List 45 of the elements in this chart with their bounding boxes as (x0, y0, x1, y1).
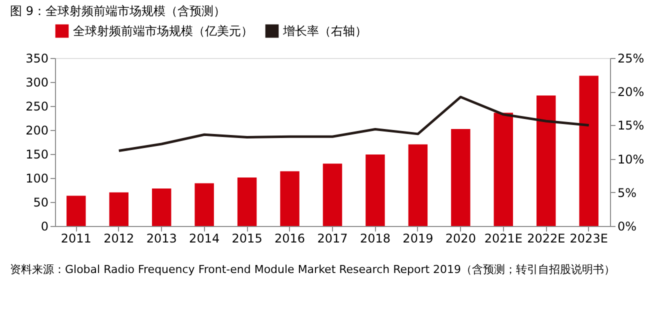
legend-label: 全球射频前端市场规模（亿美元） (73, 24, 253, 38)
x-tick-label: 2012 (104, 232, 134, 246)
x-tick-label: 2020 (445, 232, 476, 246)
bar (579, 76, 598, 226)
bar (109, 192, 128, 226)
legend-label: 增长率（右轴） (282, 24, 367, 38)
x-tick-label: 2021E (484, 232, 522, 246)
x-tick-label: 2013 (146, 232, 177, 246)
y2-tick-label: 25% (618, 52, 644, 66)
bar (237, 178, 257, 226)
x-tick-label: 2018 (360, 232, 390, 246)
y2-tick-label: 20% (618, 85, 644, 100)
x-tick-label: 2023E (570, 232, 608, 246)
y2-tick-label: 0% (618, 220, 637, 234)
bar (536, 95, 556, 226)
x-tick-label: 2014 (189, 232, 220, 246)
y-tick-label: 150 (26, 148, 48, 162)
y2-tick-label: 15% (618, 118, 644, 133)
line-series (118, 96, 590, 152)
x-tick-label: 2015 (232, 232, 262, 246)
bar (494, 112, 514, 226)
x-tick-label: 2022E (527, 232, 566, 246)
y-tick-label: 50 (33, 196, 48, 210)
y2-tick-label: 5% (618, 186, 637, 200)
x-tick-label: 2016 (274, 232, 306, 246)
bar (152, 188, 172, 226)
y-tick-label: 250 (26, 100, 48, 114)
y-tick-label: 0 (40, 220, 48, 234)
x-tick-label: 2011 (60, 232, 92, 246)
text: 资料来源：Global Radio Frequency Front-end Module Market Research Report 2019（含预测；转引自招股说明书） (10, 263, 616, 276)
bar (408, 144, 428, 226)
x-tick-label: 2019 (402, 232, 434, 246)
y2-tick-label: 10% (618, 152, 644, 166)
y-tick-label: 200 (26, 124, 48, 138)
bar (451, 129, 470, 226)
y-tick-label: 350 (26, 52, 48, 66)
bar (322, 164, 342, 226)
chart-title: 图 9：全球射频前端市场规模（含预测） (10, 4, 226, 18)
bar (194, 183, 214, 226)
y-tick-label: 100 (26, 172, 48, 186)
bar (366, 154, 385, 226)
y-tick-label: 300 (26, 76, 48, 90)
bar (280, 171, 300, 226)
x-tick-label: 2017 (317, 232, 348, 246)
bar (66, 196, 86, 226)
